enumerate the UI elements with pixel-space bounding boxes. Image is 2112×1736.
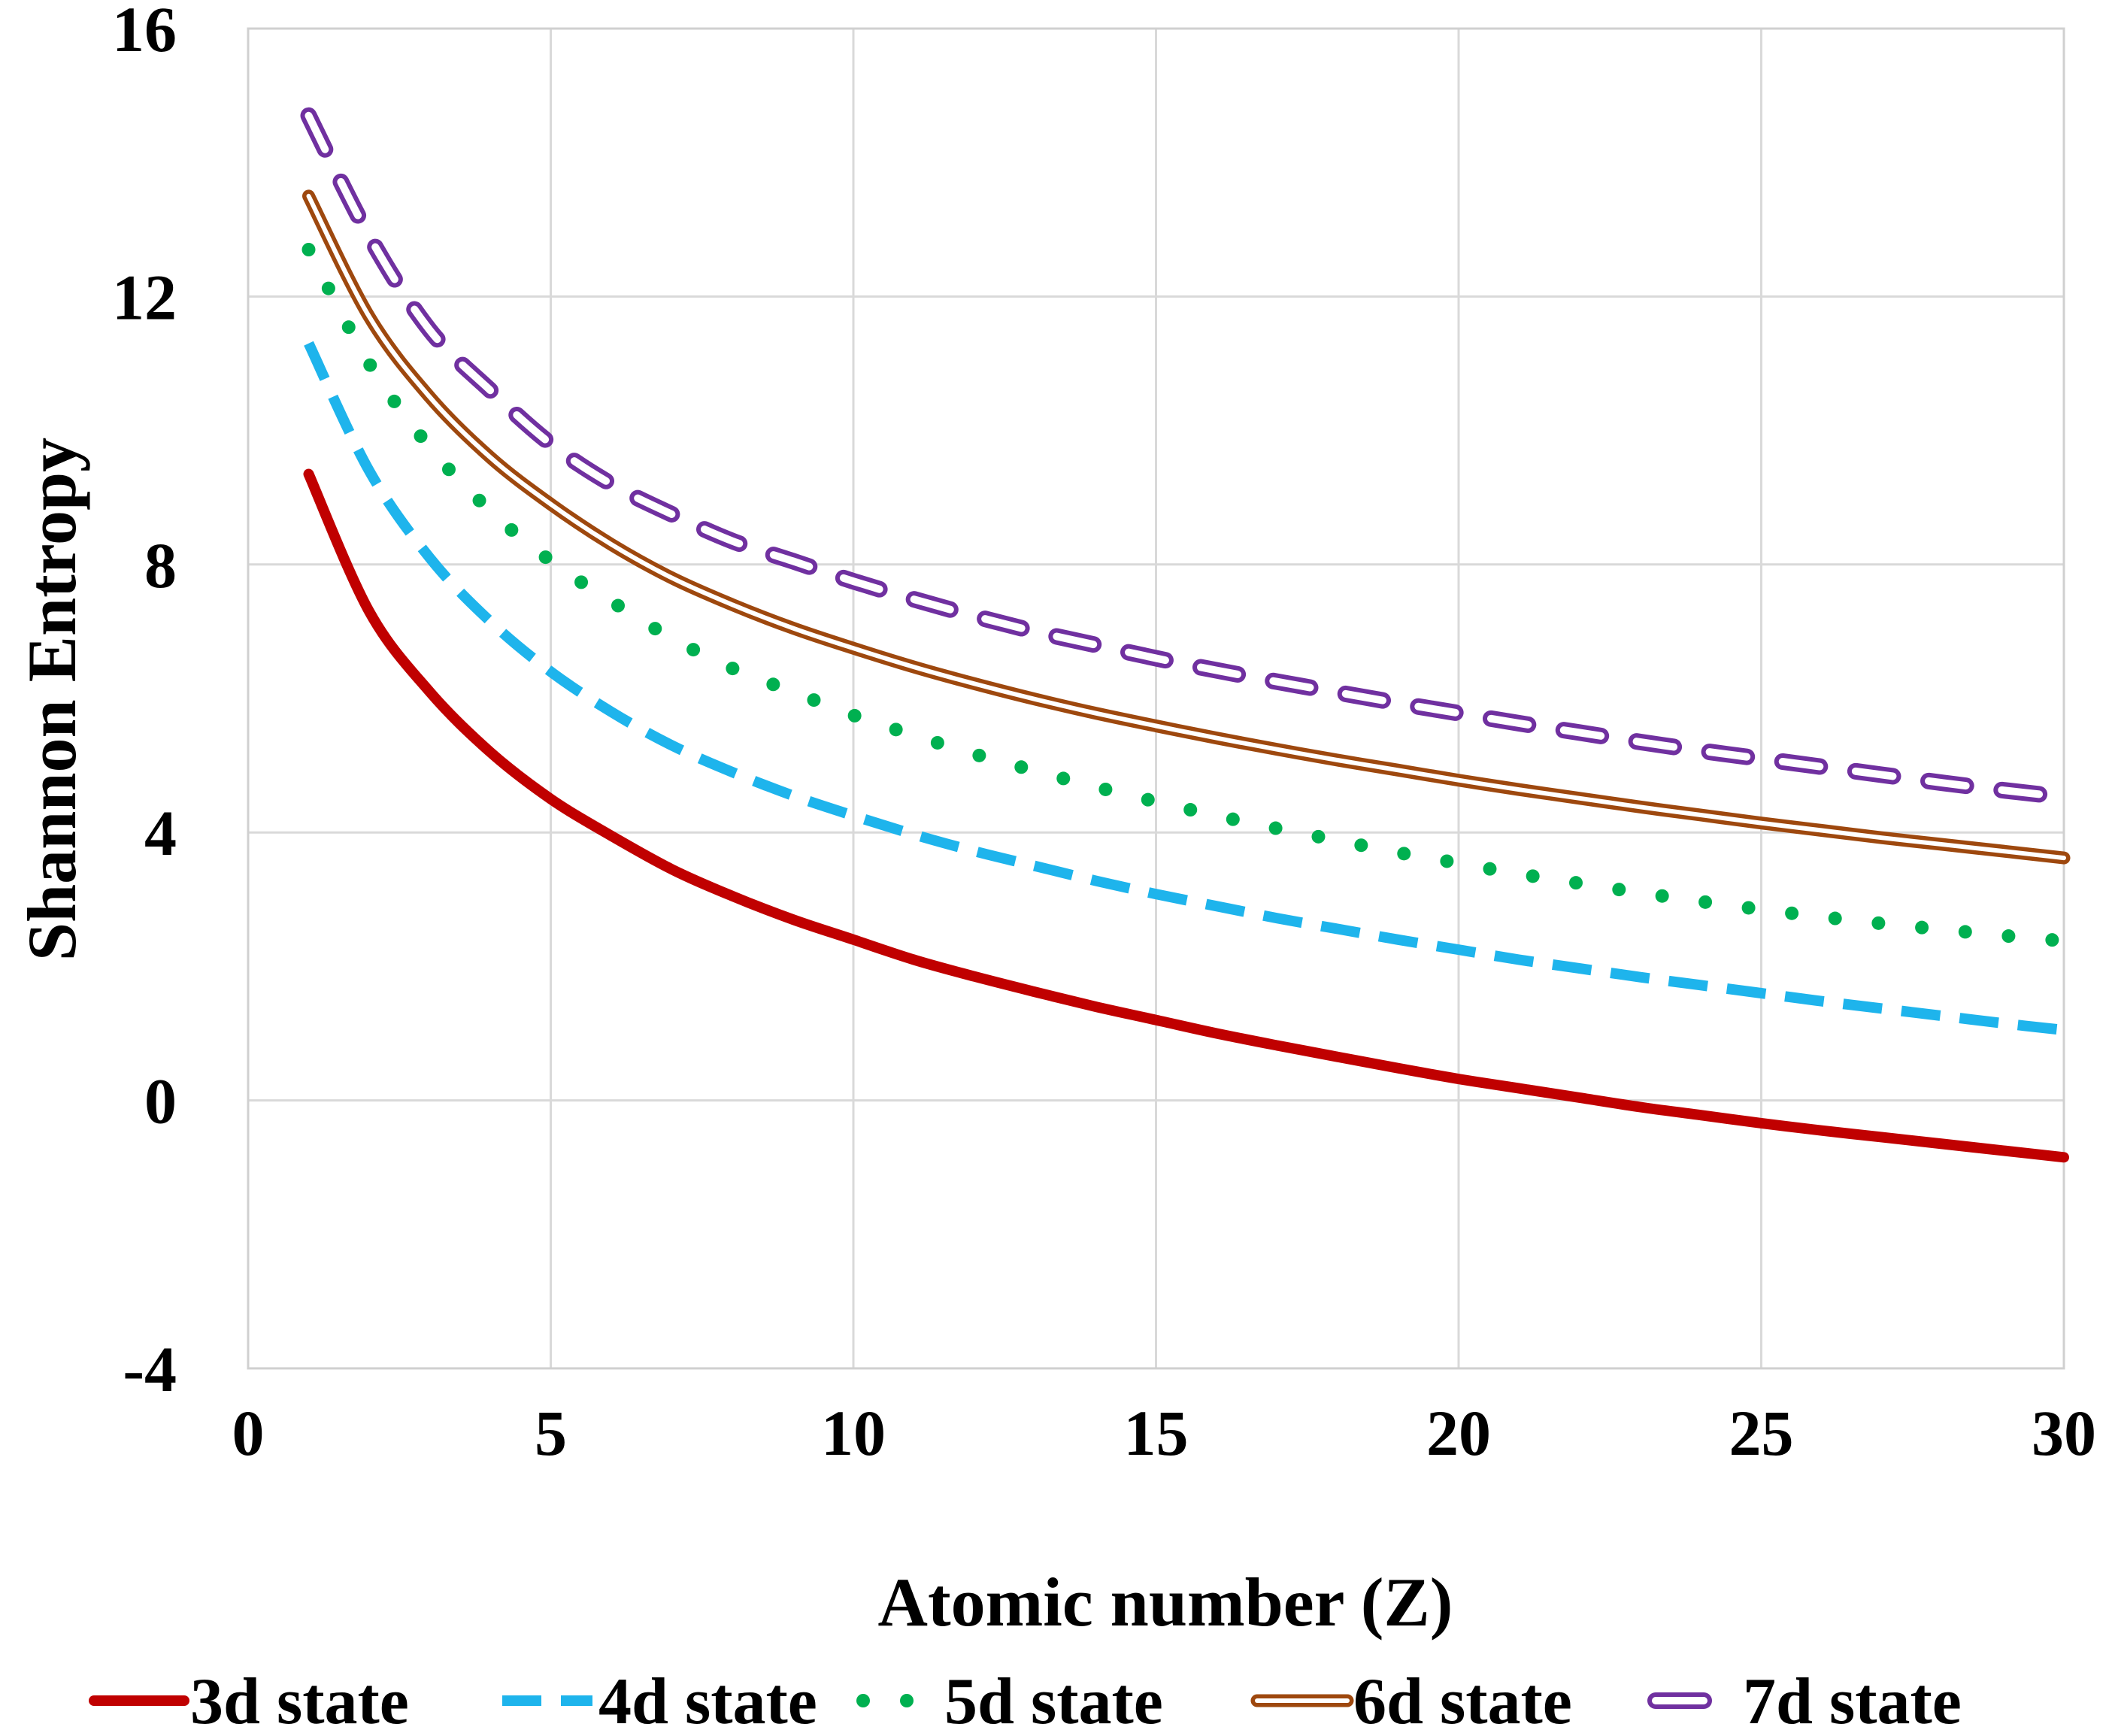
series-5d-state xyxy=(301,243,2071,948)
legend-label-2: 5d state xyxy=(944,1665,1163,1736)
legend-item-4d-state: 4d state xyxy=(502,1665,817,1736)
series-line-5d-state xyxy=(301,243,2071,948)
y-tick-label-1: 0 xyxy=(144,1065,177,1138)
y-tick-label-2: 4 xyxy=(144,797,177,869)
series-line-3d-state xyxy=(303,468,2069,1163)
legend-item-3d-state: 3d state xyxy=(89,1665,409,1736)
series-6d-state xyxy=(302,189,2071,865)
legend-label-0: 3d state xyxy=(190,1665,409,1736)
y-tick-label-5: 16 xyxy=(112,0,177,65)
legend-item-5d-state: 5d state xyxy=(856,1665,1163,1736)
series-line-4d-state xyxy=(304,341,2065,1035)
x-tick-label-2: 10 xyxy=(821,1397,886,1469)
legend: 3d state 4d state 5d state 6d state 7d state xyxy=(89,1665,1962,1736)
tick-labels: 0 5 10 15 20 25 30 -4 0 4 8 12 16 xyxy=(112,0,2096,1469)
x-tick-label-0: 0 xyxy=(232,1397,265,1469)
series-3d-state xyxy=(303,468,2069,1163)
legend-item-6d-state: 6d state xyxy=(1250,1665,1572,1736)
y-tick-label-3: 8 xyxy=(144,529,177,601)
x-tick-label-4: 20 xyxy=(1426,1397,1491,1469)
x-tick-label-1: 5 xyxy=(535,1397,567,1469)
legend-label-4: 7d state xyxy=(1743,1665,1962,1736)
y-tick-label-0: -4 xyxy=(123,1333,177,1405)
y-axis-title: Shannon Entropy xyxy=(14,438,90,961)
series-line-6d-state-inner xyxy=(306,193,2066,861)
y-tick-label-4: 12 xyxy=(112,261,177,333)
plot-area-frame xyxy=(247,27,2065,1370)
x-tick-label-5: 25 xyxy=(1729,1397,1794,1469)
legend-item-7d-state: 7d state xyxy=(1647,1665,1962,1736)
legend-label-1: 4d state xyxy=(598,1665,817,1736)
x-axis-title: Atomic number (Z) xyxy=(878,1564,1453,1641)
series-7d-state xyxy=(300,107,2072,805)
series-4d-state xyxy=(304,341,2065,1035)
legend-label-3: 6d state xyxy=(1353,1665,1572,1736)
x-tick-label-3: 15 xyxy=(1124,1397,1189,1469)
x-tick-label-6: 30 xyxy=(2032,1397,2096,1469)
series-line-7d-state-inner xyxy=(305,111,2068,801)
data-series xyxy=(300,107,2072,1163)
